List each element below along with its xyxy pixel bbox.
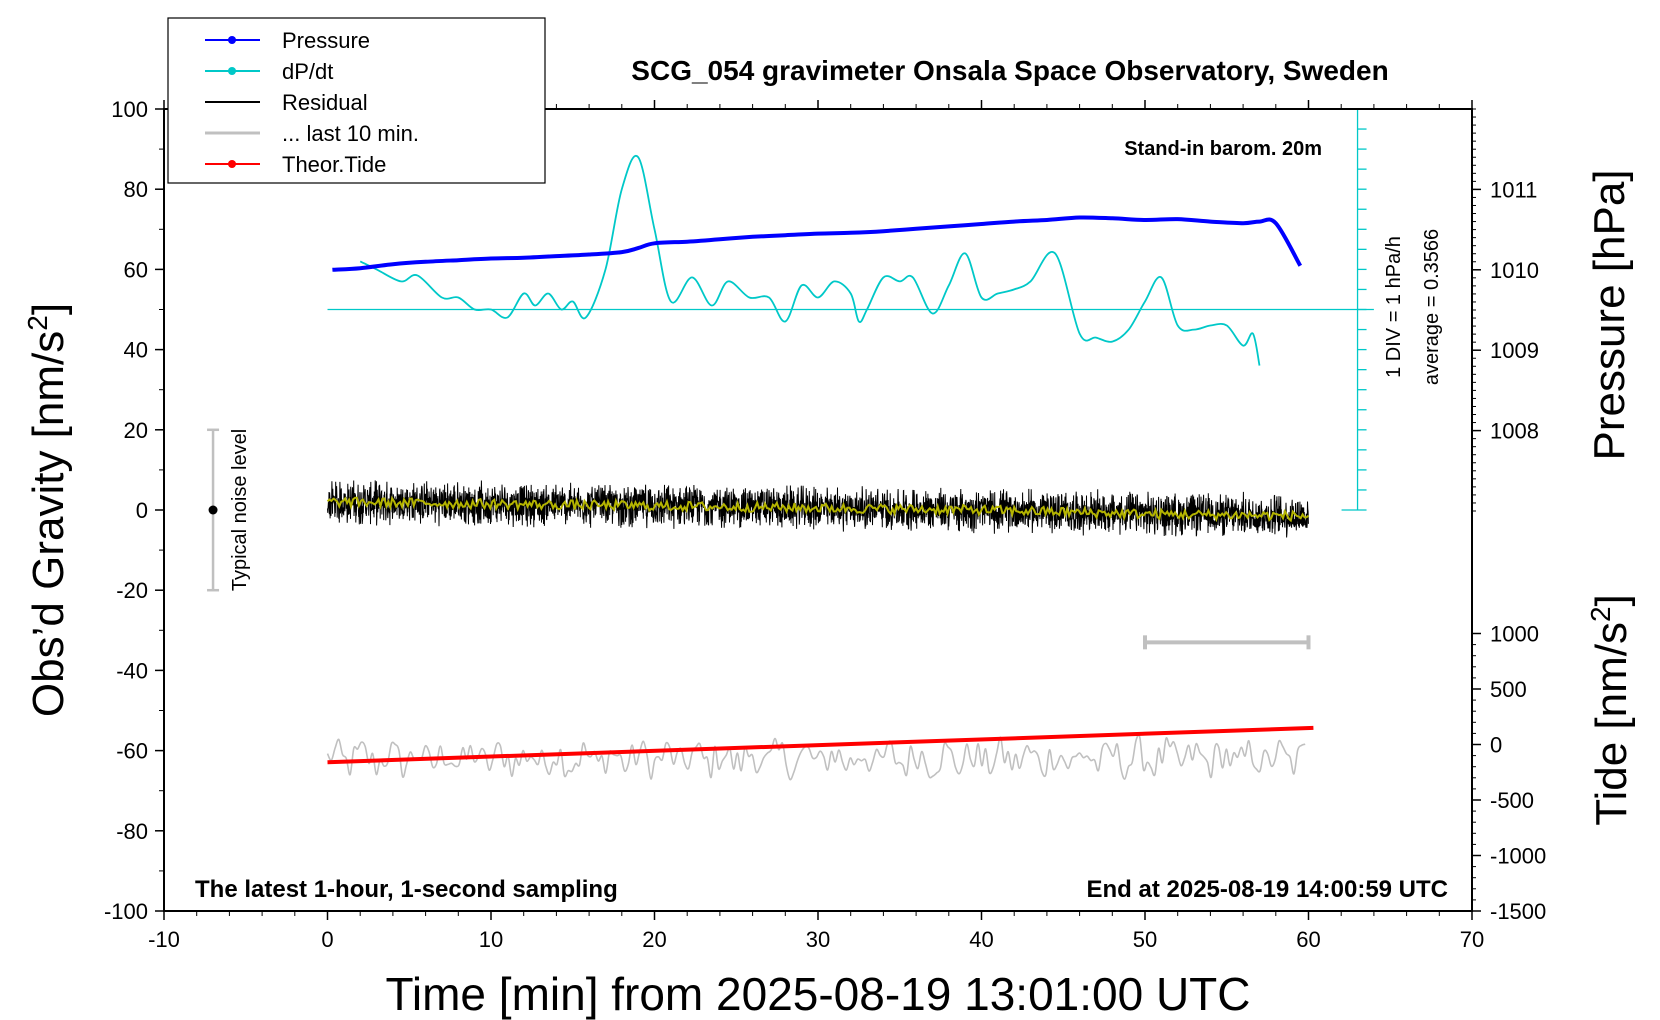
legend-label: Theor.Tide [282,152,386,177]
series-pressure [332,215,1303,272]
legend-entries: Pressure dP/dt Residual ... last 10 min. The… [205,28,419,177]
average-annotation: average = 0.3566 [1421,229,1443,385]
noise-annotation: Typical noise level [229,429,251,591]
tide-axis-label: Tide [nm/s2] [1585,594,1636,826]
x-axis-label: Time [min] from 2025-08-19 13:01:00 UTC [386,968,1251,1020]
tide-axis-label-main: Tide [nm/s [1587,622,1636,826]
tide-tick-label: -1500 [1490,899,1546,924]
tide-axis-label-sup: 2 [1585,606,1616,622]
tide-tick-label: 500 [1490,677,1527,702]
x-tick-label: 50 [1133,927,1157,952]
y-axis-label-main: Obs’d Gravity [nm/s [24,331,73,717]
axes-layer: -10 0 10 20 30 40 50 60 70-100-80-60-40-20020406… [104,97,1546,952]
legend-box [167,17,546,184]
pressure-tick-label: 1008 [1490,419,1539,444]
pressure-tick-label: 1010 [1490,258,1539,283]
legend: Pressure dP/dt Residual ... last 10 min. The… [167,17,546,184]
y-tick-label: -100 [104,899,148,924]
y-tick-label: 100 [111,97,148,122]
series-residual-smoothed [326,495,1310,523]
y-tick-label: 20 [124,418,148,443]
end-time-annotation: End at 2025-08-19 14:00:59 UTC [1087,876,1449,903]
barometer-annotation: Stand-in barom. 20m [1124,138,1322,160]
legend-label: dP/dt [282,59,333,84]
series-last-10-min [326,734,1306,781]
tide-axis-label-end: ] [1587,594,1636,606]
tide-tick-label: -500 [1490,788,1534,813]
x-tick-label: 70 [1460,927,1484,952]
x-tick-label: 60 [1296,927,1320,952]
series-theor-tide [327,725,1314,765]
tide-tick-label: 0 [1490,733,1502,758]
y-axis-label: Obs’d Gravity [nm/s2] [22,303,73,717]
y-tick-label: 40 [124,338,148,363]
div-annotation: 1 DIV = 1 hPa/h [1383,236,1405,378]
x-tick-label: -10 [148,927,180,952]
sampling-annotation: The latest 1-hour, 1-second sampling [195,876,618,903]
x-tick-label: 0 [321,927,333,952]
legend-marker [228,160,236,168]
y-tick-label: -60 [116,739,148,764]
series-layer [207,108,1374,781]
x-tick-label: 20 [642,927,666,952]
tide-tick-label: 1000 [1490,622,1539,647]
legend-label: Residual [282,90,368,115]
y-tick-label: -80 [116,819,148,844]
y-axis-label-end: ] [24,303,73,315]
legend-marker [228,67,236,75]
y-tick-label: -20 [116,578,148,603]
series-dpdt [359,154,1261,366]
x-tick-label: 30 [806,927,830,952]
tide-tick-label: -1000 [1490,844,1546,869]
y-axis-label-sup: 2 [22,315,53,331]
pressure-tick-label: 1009 [1490,338,1539,363]
pressure-axis-label: Pressure [hPa] [1585,169,1634,460]
y-tick-label: -40 [116,658,148,683]
chart-title: SCG_054 gravimeter Onsala Space Observat… [631,55,1388,86]
legend-label: Pressure [282,28,370,53]
legend-label: ... last 10 min. [282,121,419,146]
noise-bar-point [208,505,218,515]
pressure-tick-label: 1011 [1490,177,1537,202]
legend-marker [228,36,236,44]
y-tick-label: 80 [124,177,148,202]
y-tick-label: 60 [124,257,148,282]
x-tick-label: 40 [969,927,993,952]
y-tick-label: 0 [136,498,148,523]
x-tick-label: 10 [479,927,503,952]
